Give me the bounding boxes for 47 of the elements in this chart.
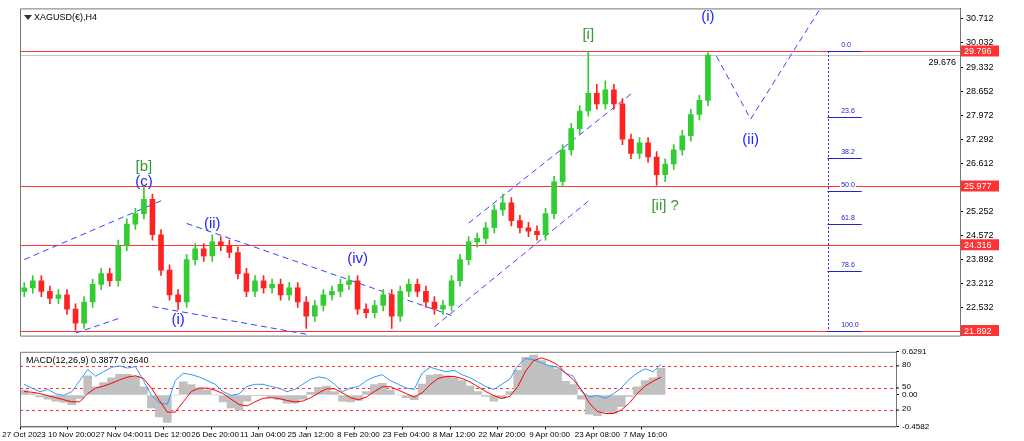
ref-line-label: 21.892 [964, 325, 992, 336]
chart-title: XAGUSD(€),H4 [34, 11, 98, 22]
annotation: (ii) [742, 130, 759, 148]
annotation: [ii] ? [651, 195, 679, 213]
x-tick-label: 7 May 16:00 [623, 430, 668, 440]
x-tick-label: 10 Nov 20:00 [47, 430, 97, 440]
y-tick-label: -0.4582 [902, 421, 930, 431]
x-tick-label: 23 Apr 08:00 [574, 430, 621, 440]
x-tick-label: 26 Dec 20:00 [191, 430, 240, 440]
y-tick-label: 23.892 [966, 254, 994, 265]
x-tick-label: 27 Nov 04:00 [95, 430, 144, 440]
y-tick-label: 30.032 [966, 37, 994, 48]
y-tick-label: 27.972 [966, 109, 994, 120]
ref-line-label: 24.316 [964, 239, 992, 250]
x-tick-label: 11 Jan 04:00 [240, 430, 287, 440]
x-tick-label: 27 Oct 2023 [2, 430, 47, 440]
y-tick-label: 0.00 [902, 390, 919, 400]
annotation: (iv) [347, 248, 368, 266]
chart-title: MACD(12,26,9) 0.3877 0.2640 [26, 355, 149, 366]
y-tick-label: 26.612 [966, 158, 994, 169]
x-tick-label: 22 Mar 20:00 [478, 430, 526, 440]
annotation: [b] [135, 156, 153, 174]
x-tick-label: 9 Apr 00:00 [529, 430, 571, 440]
ref-line-label: 29.796 [964, 45, 992, 56]
y-tick-label: 27.292 [966, 134, 994, 145]
y-tick-label: 24.572 [966, 230, 994, 241]
y-tick-label: 28.652 [966, 85, 994, 96]
y-tick-label: 23.212 [966, 278, 994, 289]
x-tick-label: 23 Feb 04:00 [382, 430, 431, 440]
y-tick-label: 22.532 [966, 302, 994, 313]
annotation: [i] [582, 25, 595, 43]
y-tick-label: 29.332 [966, 61, 994, 72]
y2-tick-label: 50 [902, 382, 912, 392]
x-tick-label: 11 Dec 12:00 [143, 430, 192, 440]
annotation: (i) [701, 7, 715, 25]
y-tick-label: 30.712 [966, 13, 994, 24]
x-tick-label: 8 Mar 12:00 [432, 430, 476, 440]
x-tick-label: 8 Feb 20:00 [337, 430, 381, 440]
x-tick-label: 25 Jan 12:00 [287, 430, 335, 440]
y2-tick-label: 80 [902, 360, 912, 370]
annotation: (i) [171, 309, 185, 327]
y-tick-label: 25.252 [966, 206, 994, 217]
annotation: (ii) [203, 214, 221, 232]
ref-line-label: 25.977 [964, 181, 992, 192]
y-tick-label: 0.6291 [902, 347, 928, 356]
y2-tick-label: 20 [902, 404, 912, 414]
ref-line-label: 29.676 [928, 56, 956, 67]
